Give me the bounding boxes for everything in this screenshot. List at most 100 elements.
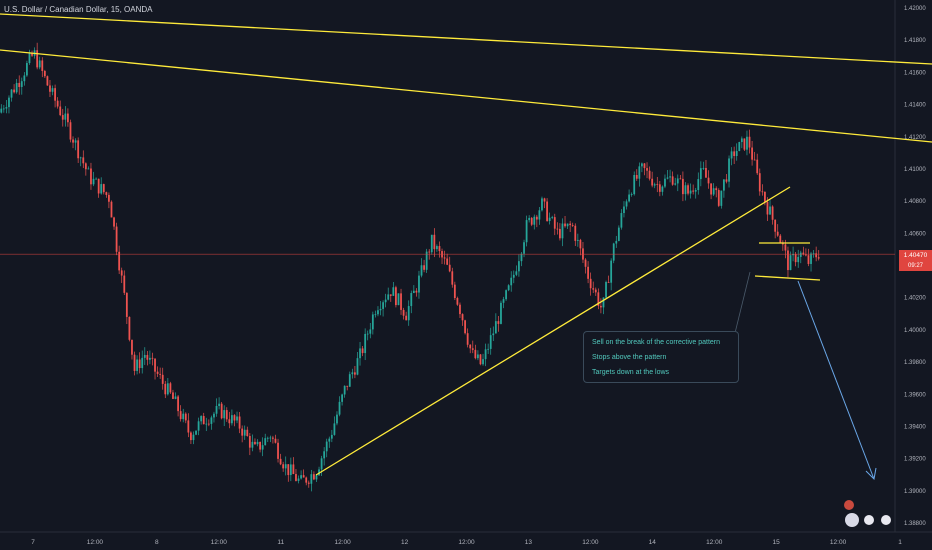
candle-body xyxy=(505,290,507,300)
candle-body xyxy=(143,354,146,358)
candle-body xyxy=(310,474,313,484)
candle-body xyxy=(302,475,305,478)
candle-body xyxy=(218,403,220,407)
candle-body xyxy=(28,53,31,64)
candle-body xyxy=(292,464,295,475)
candle-body xyxy=(707,177,710,184)
reaction-icon[interactable] xyxy=(844,500,854,510)
candle-body xyxy=(787,250,789,271)
candle-body xyxy=(682,178,684,195)
candle-body xyxy=(797,256,800,263)
candle-body xyxy=(556,228,559,230)
candle-body xyxy=(415,290,418,293)
candle-body xyxy=(5,107,8,109)
candle-body xyxy=(669,176,671,178)
time-tick-label: 12:00 xyxy=(830,539,847,546)
candle-body xyxy=(210,417,213,424)
time-tick-label: 12:00 xyxy=(706,539,723,546)
reaction-icon[interactable] xyxy=(864,515,874,525)
candle-body xyxy=(307,482,310,484)
candle-body xyxy=(125,292,128,317)
chart-title: U.S. Dollar / Canadian Dollar, 15, OANDA xyxy=(4,5,153,14)
price-tick-label: 1.42000 xyxy=(904,6,926,12)
time-tick-label: 12:00 xyxy=(211,539,228,546)
candle-body xyxy=(779,235,782,243)
candle-body xyxy=(195,430,197,435)
candle-body xyxy=(159,373,162,375)
candle-body xyxy=(466,333,469,345)
candle-body xyxy=(59,106,62,116)
price-tick-label: 1.41800 xyxy=(904,38,926,44)
candle-body xyxy=(697,179,700,191)
candle-body xyxy=(67,113,69,123)
candle-body xyxy=(51,88,54,92)
candle-body xyxy=(628,194,630,202)
candle-body xyxy=(579,239,582,249)
time-tick-label: 1 xyxy=(898,539,902,546)
candle-body xyxy=(489,335,492,349)
candle-body xyxy=(605,282,607,298)
reaction-icon[interactable] xyxy=(845,513,859,527)
candle-body xyxy=(584,259,587,267)
candle-body xyxy=(236,416,238,421)
annotation-note[interactable]: Sell on the break of the corrective patt… xyxy=(583,331,739,383)
candle-body xyxy=(474,349,477,359)
candle-body xyxy=(738,142,741,152)
price-tick-label: 1.41400 xyxy=(904,103,926,109)
reaction-icon[interactable] xyxy=(881,515,891,525)
time-tick-label: 7 xyxy=(31,539,35,546)
candle-body xyxy=(761,191,764,193)
candle-body xyxy=(364,333,367,354)
candle-body xyxy=(138,359,141,369)
candle-body xyxy=(169,383,172,393)
candles-layer xyxy=(0,42,820,492)
candle-body xyxy=(543,198,546,202)
candle-body xyxy=(623,206,625,214)
price-tick-label: 1.40800 xyxy=(904,199,926,205)
candle-body xyxy=(446,258,449,265)
candle-body xyxy=(794,253,797,263)
emoji-reactions[interactable] xyxy=(844,500,891,527)
candle-body xyxy=(423,265,425,270)
candle-body xyxy=(740,138,743,143)
candle-body xyxy=(26,63,28,76)
candle-body xyxy=(261,445,264,450)
candle-body xyxy=(597,292,600,306)
candle-body xyxy=(213,413,215,418)
note-connector xyxy=(734,271,751,334)
time-tick-label: 12:00 xyxy=(87,539,104,546)
candle-body xyxy=(338,401,341,415)
candle-body xyxy=(141,357,144,369)
candle-body xyxy=(477,354,479,359)
candle-body xyxy=(512,274,515,278)
candle-body xyxy=(179,411,182,420)
candle-body xyxy=(82,157,85,164)
candle-body xyxy=(569,223,572,226)
note-line-2: Stops above the pattern xyxy=(592,354,667,361)
candle-body xyxy=(289,464,292,476)
candle-body xyxy=(259,441,261,450)
candle-body xyxy=(136,359,138,371)
candle-body xyxy=(402,309,405,316)
candle-body xyxy=(359,348,361,359)
candle-body xyxy=(223,410,226,419)
candle-body xyxy=(174,396,177,399)
candle-body xyxy=(646,168,648,171)
candle-body xyxy=(689,190,692,194)
candle-body xyxy=(38,60,41,68)
current-price-label: 1.40470 xyxy=(899,250,932,261)
time-tick-label: 11 xyxy=(277,539,284,546)
candle-body xyxy=(166,383,169,395)
price-tick-label: 1.41600 xyxy=(904,70,926,76)
candle-body xyxy=(494,321,497,334)
bar-countdown-label: 09:27 xyxy=(899,261,932,271)
candle-body xyxy=(215,406,218,414)
candle-body xyxy=(530,217,533,225)
candle-body xyxy=(177,396,179,412)
candle-body xyxy=(64,113,67,120)
candle-body xyxy=(546,201,548,222)
candle-body xyxy=(400,293,402,310)
candle-body xyxy=(615,240,618,244)
